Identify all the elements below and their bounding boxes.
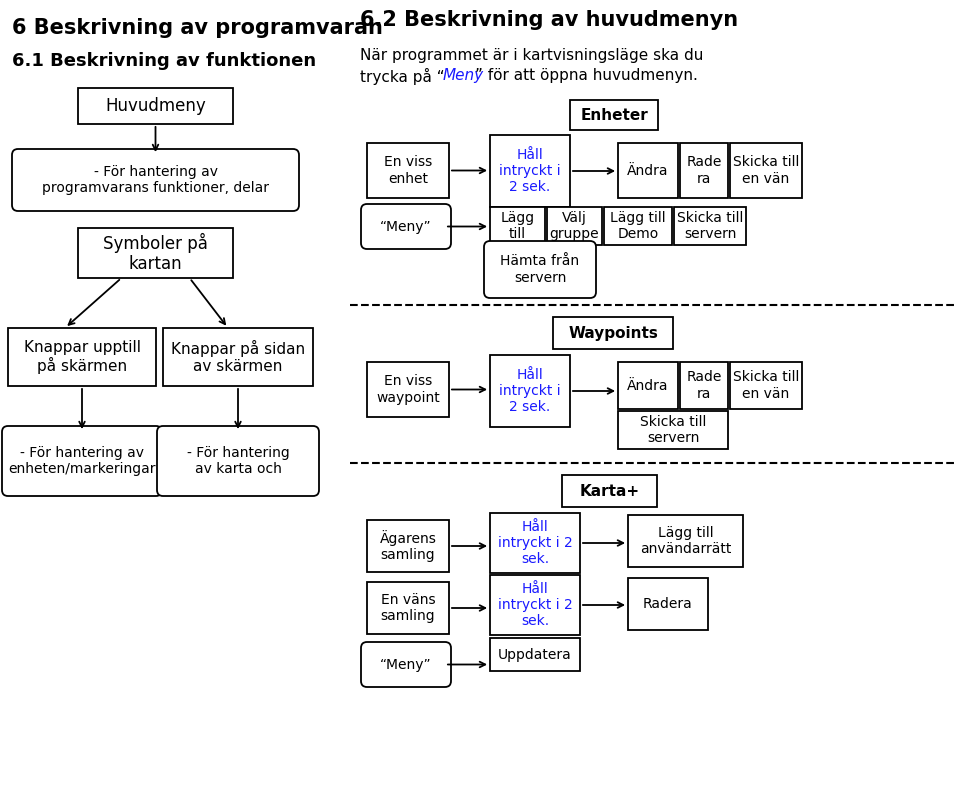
FancyBboxPatch shape <box>553 317 673 349</box>
FancyBboxPatch shape <box>490 575 580 635</box>
FancyBboxPatch shape <box>570 100 658 130</box>
Text: Rade
ra: Rade ra <box>686 371 722 401</box>
FancyBboxPatch shape <box>490 355 570 427</box>
FancyBboxPatch shape <box>680 143 728 198</box>
FancyBboxPatch shape <box>490 135 570 207</box>
Text: Skicka till
servern: Skicka till servern <box>639 415 707 445</box>
Text: “Meny”: “Meny” <box>380 219 432 234</box>
FancyBboxPatch shape <box>628 515 743 567</box>
Text: Hämta från
servern: Hämta från servern <box>500 254 580 285</box>
FancyBboxPatch shape <box>12 149 299 211</box>
FancyBboxPatch shape <box>367 582 449 634</box>
Text: Skicka till
servern: Skicka till servern <box>677 211 743 241</box>
Text: Waypoints: Waypoints <box>568 325 658 340</box>
Text: Symboler på
kartan: Symboler på kartan <box>103 233 208 273</box>
Text: Meny: Meny <box>443 68 484 83</box>
Text: Lägg till
Demo: Lägg till Demo <box>611 211 666 241</box>
Text: Ändra: Ändra <box>627 379 669 392</box>
Text: Rade
ra: Rade ra <box>686 155 722 186</box>
FancyBboxPatch shape <box>674 207 746 245</box>
Text: ” för att öppna huvudmenyn.: ” för att öppna huvudmenyn. <box>475 68 698 83</box>
Text: Radera: Radera <box>643 597 693 611</box>
FancyBboxPatch shape <box>604 207 672 245</box>
Text: Välj
gruppe: Välj gruppe <box>550 211 599 241</box>
Text: Knappar på sidan
av skärmen: Knappar på sidan av skärmen <box>171 340 305 375</box>
FancyBboxPatch shape <box>78 88 233 124</box>
FancyBboxPatch shape <box>618 143 678 198</box>
FancyBboxPatch shape <box>367 143 449 198</box>
FancyBboxPatch shape <box>361 204 451 249</box>
Text: En viss
enhet: En viss enhet <box>384 155 432 186</box>
FancyBboxPatch shape <box>730 362 802 409</box>
Text: Ändra: Ändra <box>627 163 669 178</box>
FancyBboxPatch shape <box>78 228 233 278</box>
FancyBboxPatch shape <box>680 362 728 409</box>
FancyBboxPatch shape <box>490 513 580 573</box>
Text: Håll
intryckt i 2
sek.: Håll intryckt i 2 sek. <box>497 582 572 628</box>
Text: Håll
intryckt i 2
sek.: Håll intryckt i 2 sek. <box>497 520 572 566</box>
FancyBboxPatch shape <box>618 411 728 449</box>
Text: trycka på “: trycka på “ <box>360 68 444 85</box>
Text: Skicka till
en vän: Skicka till en vän <box>732 371 799 401</box>
FancyBboxPatch shape <box>2 426 162 496</box>
Text: När programmet är i kartvisningsläge ska du: När programmet är i kartvisningsläge ska… <box>360 48 704 63</box>
Text: Lägg
till: Lägg till <box>500 211 535 241</box>
Text: Håll
intryckt i
2 sek.: Håll intryckt i 2 sek. <box>499 147 561 194</box>
Text: En väns
samling: En väns samling <box>381 593 435 623</box>
Text: 6.2 Beskrivning av huvudmenyn: 6.2 Beskrivning av huvudmenyn <box>360 10 738 30</box>
FancyBboxPatch shape <box>490 207 545 245</box>
Text: - För hantering av
enheten/markeringar: - För hantering av enheten/markeringar <box>9 446 156 476</box>
FancyBboxPatch shape <box>367 520 449 572</box>
Text: Lägg till
användarrätt: Lägg till användarrätt <box>639 526 732 556</box>
Text: 6.1 Beskrivning av funktionen: 6.1 Beskrivning av funktionen <box>12 52 316 70</box>
FancyBboxPatch shape <box>484 241 596 298</box>
Text: - För hantering
av karta och: - För hantering av karta och <box>186 446 289 476</box>
Text: Huvudmeny: Huvudmeny <box>106 97 205 115</box>
FancyBboxPatch shape <box>361 642 451 687</box>
FancyBboxPatch shape <box>157 426 319 496</box>
FancyBboxPatch shape <box>547 207 602 245</box>
Text: Uppdatera: Uppdatera <box>498 647 572 662</box>
Text: Enheter: Enheter <box>580 108 648 123</box>
Text: “Meny”: “Meny” <box>380 658 432 672</box>
FancyBboxPatch shape <box>163 328 313 386</box>
FancyBboxPatch shape <box>490 638 580 671</box>
FancyBboxPatch shape <box>367 362 449 417</box>
Text: Håll
intryckt i
2 sek.: Håll intryckt i 2 sek. <box>499 367 561 414</box>
Text: Skicka till
en vän: Skicka till en vän <box>732 155 799 186</box>
Text: - För hantering av
programvarans funktioner, delar: - För hantering av programvarans funktio… <box>42 165 269 195</box>
FancyBboxPatch shape <box>8 328 156 386</box>
Text: Knappar upptill
på skärmen: Knappar upptill på skärmen <box>23 340 140 375</box>
Text: En viss
waypoint: En viss waypoint <box>376 375 440 405</box>
Text: Karta+: Karta+ <box>580 484 639 498</box>
FancyBboxPatch shape <box>628 578 708 630</box>
Text: 6 Beskrivning av programvaran: 6 Beskrivning av programvaran <box>12 18 383 38</box>
Text: Ägarens
samling: Ägarens samling <box>379 530 437 562</box>
FancyBboxPatch shape <box>730 143 802 198</box>
FancyBboxPatch shape <box>562 475 657 507</box>
FancyBboxPatch shape <box>618 362 678 409</box>
